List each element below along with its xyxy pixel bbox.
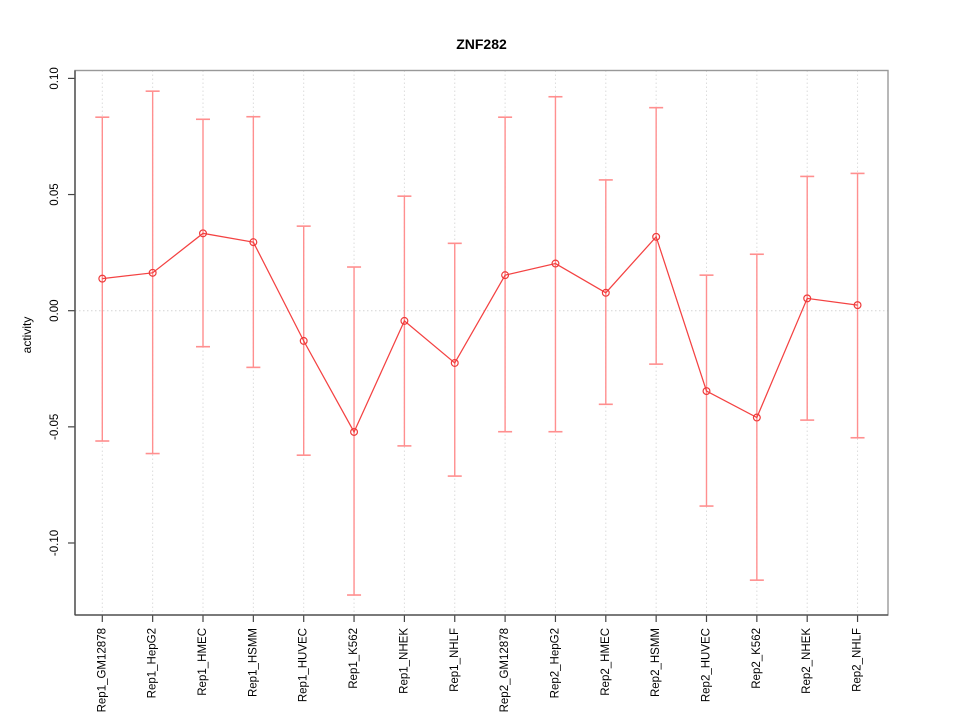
x-tick-label: Rep2_NHEK [801, 628, 813, 694]
y-tick-label: -0.05 [49, 414, 61, 440]
x-tick-label: Rep1_HUVEC [298, 628, 310, 702]
x-tick-label: Rep1_NHLF [449, 628, 461, 692]
x-tick-label: Rep2_GM12878 [499, 628, 511, 712]
data-point-marker [199, 229, 208, 238]
x-tick-label: Rep2_NHLF [852, 628, 864, 692]
data-point-marker [702, 387, 711, 396]
data-point-marker [752, 413, 761, 422]
data-point-marker [249, 238, 258, 247]
data-point-marker [501, 271, 510, 280]
data-point-marker [350, 427, 359, 436]
x-tick-label: Rep2_HSMM [650, 628, 662, 697]
x-tick-label: Rep1_GM12878 [96, 628, 108, 712]
x-tick-label: Rep1_K562 [348, 628, 360, 689]
x-tick-label: Rep1_HMEC [197, 628, 209, 696]
x-tick-label: Rep2_HepG2 [549, 628, 561, 698]
x-tick-label: Rep2_HMEC [600, 628, 612, 696]
data-point-marker [98, 274, 107, 283]
x-tick-label: Rep1_HepG2 [147, 628, 159, 698]
y-tick-label: 0.10 [49, 67, 61, 89]
data-point-marker [853, 301, 862, 310]
chart-title: ZNF282 [456, 36, 507, 52]
data-point-marker [803, 294, 812, 303]
data-point-marker [551, 259, 560, 268]
y-tick-label: 0.05 [49, 183, 61, 205]
data-point-marker [652, 232, 661, 241]
series-line [102, 232, 858, 434]
plot-border [74, 69, 889, 616]
data-point-marker [299, 336, 308, 345]
x-tick-label: Rep1_NHEK [398, 628, 410, 694]
data-point-marker [450, 358, 459, 367]
x-tick-label: Rep2_K562 [751, 628, 763, 689]
x-tick-label: Rep1_HSMM [247, 628, 259, 697]
y-tick-label: 0.00 [49, 299, 61, 321]
data-point-marker [148, 268, 157, 277]
x-tick-label: Rep2_HUVEC [701, 628, 713, 702]
data-point-marker [400, 316, 409, 325]
y-tick-label: -0.10 [49, 530, 61, 556]
data-point-marker [601, 288, 610, 297]
